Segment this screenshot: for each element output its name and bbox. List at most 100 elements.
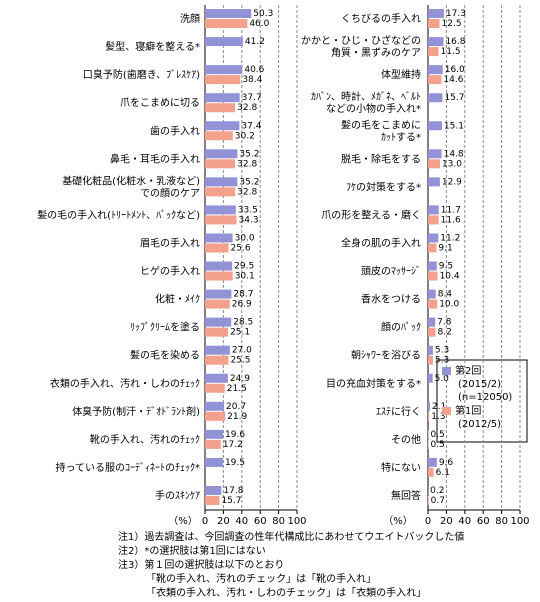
bar (205, 243, 229, 253)
value-label: 8.2 (438, 328, 452, 338)
category-label: その他 (391, 433, 421, 446)
bar (205, 75, 241, 85)
bar (205, 205, 236, 215)
value-label: 1.3 (431, 412, 445, 422)
axis-label: （%） (168, 515, 198, 527)
category-label: 口臭予防(歯磨き、ﾌﾞﾚｽｹｱ) (83, 68, 200, 81)
value-label: 11.2 (440, 233, 460, 243)
value-label: 16.0 (445, 65, 465, 75)
bar (205, 93, 240, 103)
value-label: 0.2 (430, 486, 444, 496)
value-label: 11.6 (441, 215, 461, 225)
x-tick-label: 20 (217, 516, 230, 527)
value-label: 21.5 (227, 384, 247, 394)
category-label: 髪の毛の手入れ(ﾄﾘｰﾄﾒﾝﾄ、ﾊﾟｯｸなど) (37, 208, 200, 221)
bar (428, 345, 433, 355)
bar (205, 383, 225, 393)
bar (428, 299, 438, 309)
value-label: 38.4 (242, 75, 262, 85)
value-label: 29.5 (234, 262, 254, 272)
value-label: 0.7 (431, 496, 445, 506)
bar (428, 149, 442, 159)
value-label: 35.2 (239, 177, 259, 187)
category-label: 化粧・ﾒｲｸ (155, 293, 200, 306)
category-label: 衣類の手入れ、汚れ・しわのﾁｪｯｸ (50, 377, 200, 390)
note: 注1）過去調査は、今回調査の性年代構成比にあわせてウエイトバックした値 (118, 530, 464, 543)
bar (205, 299, 230, 309)
value-label: 19.5 (225, 458, 245, 468)
category-label: ﾌｹの対策をする* (346, 180, 421, 193)
bar (428, 373, 433, 383)
category-label: 持っている服のｺｰﾃﾞｨﾈｰﾄのﾁｪｯｸ* (56, 461, 201, 474)
bar (428, 261, 437, 271)
value-label: 11.7 (441, 205, 461, 215)
category-label: 体型維持 (381, 68, 421, 81)
legend-note: (n=12050) (458, 392, 512, 403)
value-label: 9.1 (438, 243, 452, 253)
category-label: での顔のケア (140, 186, 200, 199)
category-label: 脱毛・除毛をする (341, 152, 421, 165)
bar (205, 233, 233, 243)
x-tick-label: 100 (287, 516, 306, 527)
value-label: 21.9 (227, 412, 247, 422)
category-label: ﾘｯﾌﾟｸﾘｰﾑを塗る (130, 321, 200, 334)
category-label: ｶﾊﾞﾝ、時計、ﾒｶﾞﾈ、ﾍﾞﾙﾄ (311, 90, 421, 103)
category-label: ｶｯﾄする* (381, 131, 421, 143)
category-label: 目の充血対策をする* (326, 377, 421, 390)
category-label: くちびるの手入れ (341, 12, 421, 25)
note: 「靴の手入れ、汚れのチェック」は「靴の手入れ」 (146, 572, 376, 585)
value-label: 15.7 (221, 496, 241, 506)
bar (205, 373, 228, 383)
bar (428, 317, 436, 327)
bar (205, 439, 221, 449)
legend-swatch (442, 367, 451, 375)
value-label: 30.1 (235, 272, 255, 282)
value-label: 41.2 (245, 37, 265, 47)
value-label: 46.0 (249, 19, 269, 29)
category-label: 爪の形を整える・磨く (321, 208, 421, 221)
bar (205, 215, 237, 225)
value-label: 0.5 (430, 440, 444, 450)
value-label: 27.0 (232, 346, 252, 356)
value-label: 8.4 (438, 290, 453, 300)
category-label: 手のｽｷﾝｹｱ (155, 489, 200, 502)
value-label: 32.8 (237, 187, 257, 197)
bar (428, 65, 443, 75)
bar (205, 289, 232, 299)
value-label: 28.5 (233, 318, 253, 328)
bar (205, 9, 252, 19)
bar (205, 411, 226, 421)
value-label: 40.6 (244, 65, 264, 75)
bar (428, 495, 429, 505)
bar (428, 205, 439, 215)
value-label: 9.6 (439, 458, 454, 468)
value-label: 24.9 (230, 374, 250, 384)
category-label: などの小物の手入れ* (326, 102, 421, 115)
category-label: 靴の手入れ、汚れのﾁｪｯｸ (90, 433, 200, 446)
x-tick-label: 20 (440, 516, 453, 527)
value-label: 9.5 (439, 262, 453, 272)
x-tick-label: 0 (425, 516, 431, 527)
value-label: 32.8 (237, 103, 257, 113)
bar (205, 261, 233, 271)
bar (428, 355, 433, 365)
value-label: 15.1 (444, 121, 464, 131)
bar (205, 495, 220, 505)
bar (428, 289, 436, 299)
category-label: 特にない (381, 462, 421, 474)
x-tick-label: 80 (272, 516, 285, 527)
legend-frame (436, 359, 528, 443)
bar (205, 131, 233, 141)
value-label: 5.0 (435, 374, 450, 384)
bar (428, 243, 437, 253)
value-label: 13.0 (442, 159, 462, 169)
legend-swatch (442, 407, 451, 415)
value-label: 15.7 (444, 93, 464, 103)
category-label: 顔のﾊﾟｯｸ (381, 321, 421, 334)
value-label: 14.6 (443, 75, 463, 85)
x-tick-label: 40 (235, 516, 248, 527)
bar (205, 317, 232, 327)
value-label: 5.3 (435, 346, 449, 356)
value-label: 10.0 (439, 300, 459, 310)
value-label: 5.3 (435, 356, 449, 366)
